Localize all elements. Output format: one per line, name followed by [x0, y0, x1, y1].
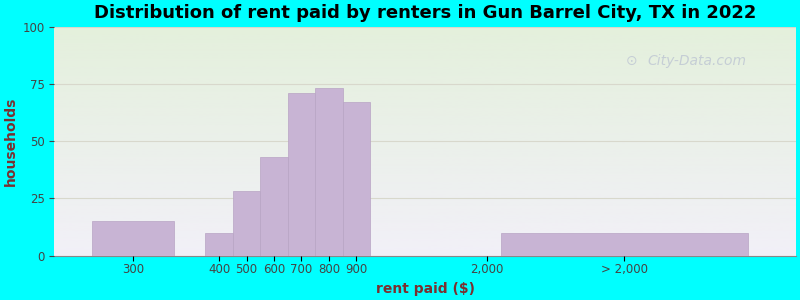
Bar: [206, 233, 233, 256]
Bar: [501, 233, 748, 256]
Bar: [233, 191, 260, 256]
Bar: [342, 102, 370, 256]
Title: Distribution of rent paid by renters in Gun Barrel City, TX in 2022: Distribution of rent paid by renters in …: [94, 4, 756, 22]
Bar: [288, 93, 315, 256]
Text: City-Data.com: City-Data.com: [647, 54, 746, 68]
Y-axis label: households: households: [4, 96, 18, 186]
Bar: [260, 157, 288, 256]
Text: ⊙: ⊙: [626, 54, 637, 68]
Bar: [315, 88, 342, 256]
Bar: [92, 221, 174, 256]
X-axis label: rent paid ($): rent paid ($): [375, 282, 474, 296]
